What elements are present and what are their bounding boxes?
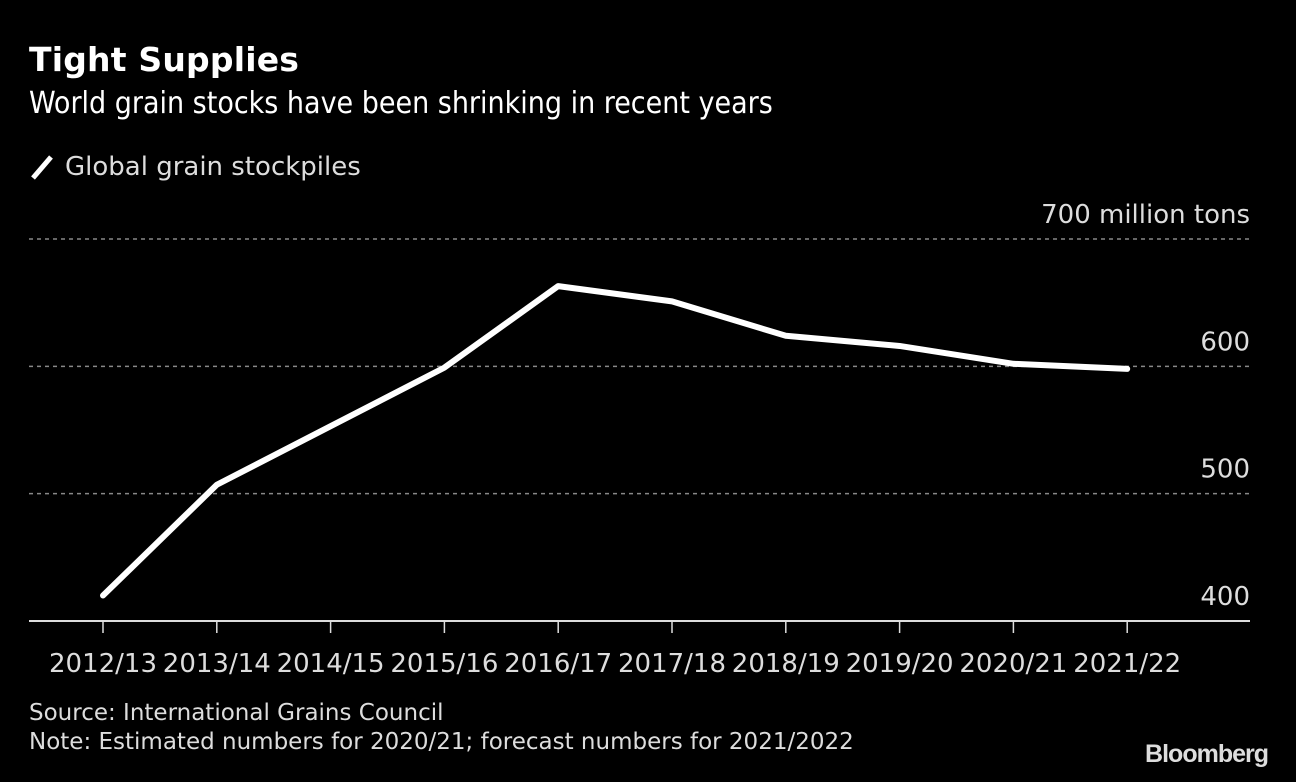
- y-tick-label: 700 million tons: [1041, 200, 1250, 230]
- x-tick-label: 2018/19: [732, 649, 840, 679]
- chart-title: Tight Supplies: [29, 40, 300, 79]
- x-tick-label: 2013/14: [163, 649, 271, 679]
- chart-subtitle: World grain stocks have been shrinking i…: [29, 86, 773, 121]
- series-line-global-grain-stockpiles: [100, 283, 1131, 599]
- series: [100, 283, 1131, 599]
- x-tick-label: 2017/18: [618, 649, 726, 679]
- y-axis-labels: 400 500 600 700 million tons: [1041, 200, 1250, 612]
- x-tick-label: 2014/15: [277, 649, 385, 679]
- bloomberg-logo: Bloomberg: [1145, 740, 1269, 768]
- legend: Global grain stockpiles: [29, 152, 361, 182]
- x-tick-label: 2015/16: [390, 649, 498, 679]
- x-tick-label: 2019/20: [846, 649, 954, 679]
- line-swatch-icon: [31, 155, 53, 180]
- x-tick-label: 2012/13: [49, 649, 157, 679]
- legend-label: Global grain stockpiles: [65, 152, 361, 182]
- x-tick-label: 2016/17: [504, 649, 612, 679]
- y-tick-label: 400: [1200, 582, 1250, 612]
- source-text: Source: International Grains Council: [29, 700, 444, 726]
- y-tick-label: 600: [1200, 327, 1250, 357]
- x-tick-label: 2021/22: [1073, 649, 1181, 679]
- x-tick-label: 2020/21: [959, 649, 1067, 679]
- x-axis: 2012/13 2013/14 2014/15 2015/16 2016/17 2017/…: [29, 620, 1250, 679]
- y-tick-label: 500: [1200, 455, 1250, 485]
- note-text: Note: Estimated numbers for 2020/21; for…: [29, 729, 854, 755]
